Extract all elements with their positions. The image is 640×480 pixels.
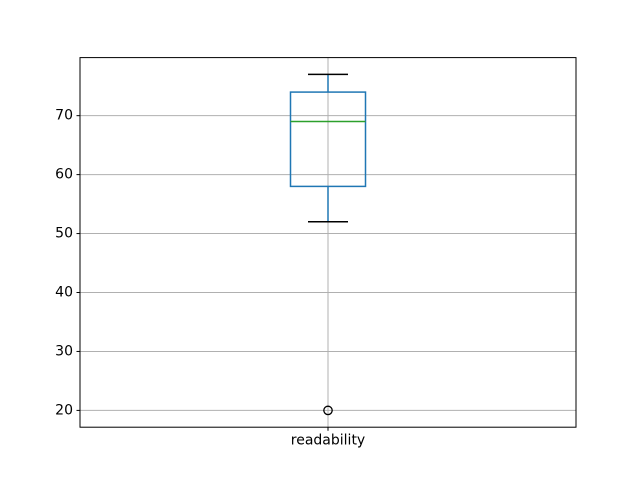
y-tick-label: 60 (55, 167, 73, 183)
y-tick-label: 50 (55, 226, 73, 242)
y-tick-label: 20 (55, 402, 73, 418)
y-tick-label: 30 (55, 343, 73, 359)
y-tick-label: 40 (55, 285, 73, 301)
y-tick-label: 70 (55, 108, 73, 124)
x-tick-label: readability (291, 433, 365, 449)
iqr-box (289, 91, 367, 188)
outlier-point (323, 405, 333, 416)
